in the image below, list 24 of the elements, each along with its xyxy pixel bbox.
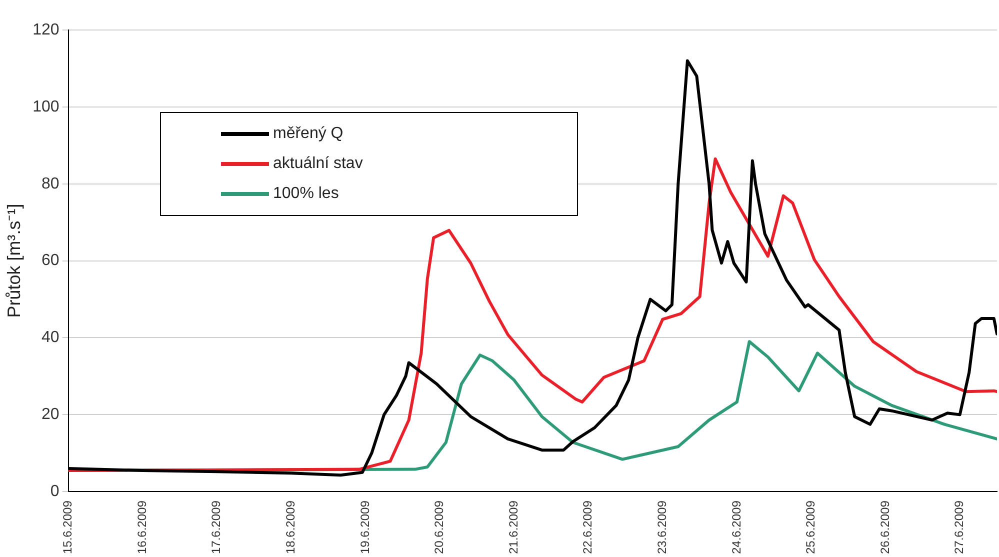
y-tick-label: 100 bbox=[32, 98, 60, 116]
y-tick-label: 120 bbox=[32, 21, 60, 38]
x-tick-label: 18.6.2009 bbox=[283, 500, 298, 554]
x-tick-label: 24.6.2009 bbox=[729, 500, 744, 554]
x-tick-label: 19.6.2009 bbox=[358, 500, 372, 554]
y-tick-label: 20 bbox=[42, 406, 60, 424]
x-tick-label: 23.6.2009 bbox=[654, 500, 669, 554]
legend-label: měřený Q bbox=[273, 125, 344, 143]
x-tick-label: 15.6.2009 bbox=[60, 500, 75, 554]
y-tick-label: 60 bbox=[42, 252, 60, 270]
x-tick-label: 26.6.2009 bbox=[878, 500, 892, 554]
x-tick-label: 17.6.2009 bbox=[209, 500, 224, 554]
x-tick-label: 21.6.2009 bbox=[506, 500, 520, 554]
y-tick-label: 80 bbox=[42, 175, 60, 192]
x-tick-label: 16.6.2009 bbox=[134, 500, 149, 554]
x-tick-label: 25.6.2009 bbox=[804, 500, 818, 554]
y-axis-title: Průtok [m³.s⁻¹] bbox=[4, 204, 24, 318]
legend-label: aktuální stav bbox=[273, 155, 363, 173]
x-tick-label: 20.6.2009 bbox=[432, 500, 446, 554]
legend-label: 100% les bbox=[273, 185, 339, 203]
y-tick-label: 0 bbox=[50, 483, 60, 500]
y-tick-label: 40 bbox=[42, 329, 60, 346]
x-tick-label: 27.6.2009 bbox=[952, 500, 966, 554]
x-tick-label: 22.6.2009 bbox=[580, 500, 595, 554]
